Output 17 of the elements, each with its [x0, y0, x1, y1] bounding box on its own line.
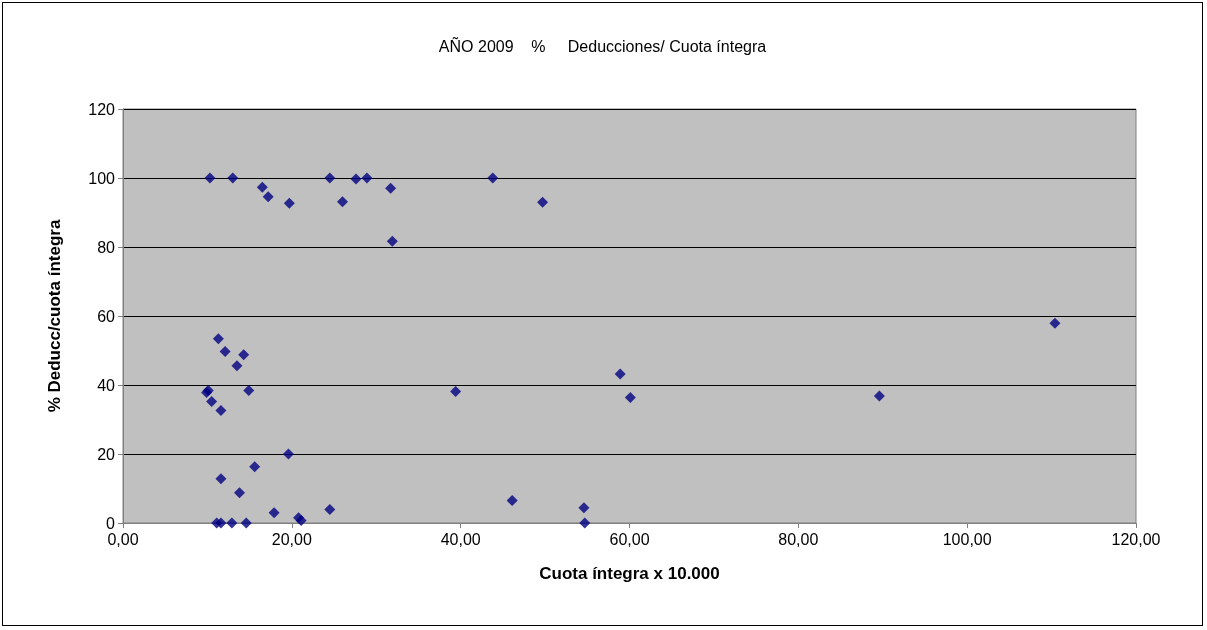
x-tick-label: 80,00 [778, 530, 819, 548]
x-tick-label: 0,00 [107, 530, 139, 548]
y-axis-title: % Deducc/cuota íntegra [45, 219, 64, 413]
x-tick-label: 20,00 [271, 530, 312, 548]
x-tick-label: 60,00 [609, 530, 650, 548]
x-tick-label: 120,00 [1111, 530, 1161, 548]
chart-title: AÑO 2009 % Deducciones/ Cuota íntegra [438, 35, 767, 55]
y-tick-label: 0 [106, 514, 116, 532]
y-tick-label: 40 [97, 376, 116, 394]
y-tick-label: 100 [88, 169, 116, 187]
x-tick-label: 100,00 [942, 530, 992, 548]
y-tick-label: 60 [97, 307, 116, 325]
x-tick-label: 40,00 [440, 530, 481, 548]
y-tick-label: 80 [97, 238, 116, 256]
y-tick-label: 20 [97, 445, 116, 463]
y-tick-label: 120 [88, 100, 116, 118]
x-axis-title: Cuota íntegra x 10.000 [539, 564, 720, 583]
